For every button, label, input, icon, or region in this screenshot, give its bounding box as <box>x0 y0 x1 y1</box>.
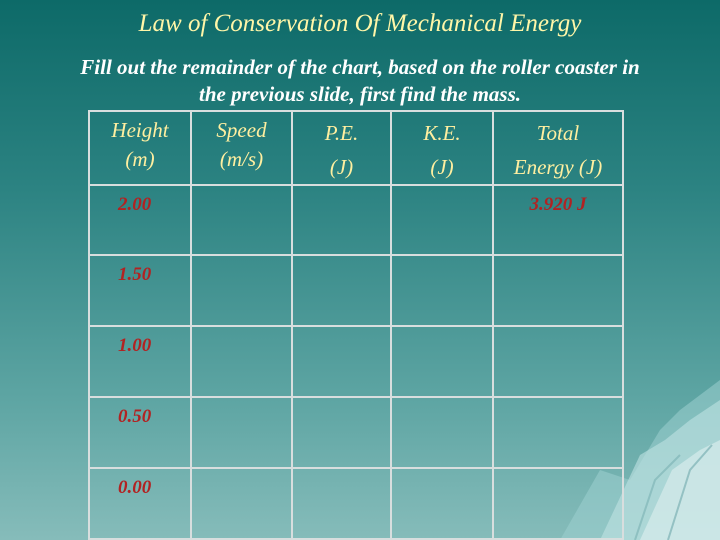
cell-total-energy[interactable] <box>492 325 624 398</box>
header-potential-energy: P.E. (J) <box>291 110 392 186</box>
cell-height[interactable]: 0.50 <box>88 396 192 469</box>
cell-height[interactable]: 1.00 <box>88 325 192 398</box>
table-row: 1.00 <box>88 325 624 398</box>
cell-kinetic-energy[interactable] <box>390 254 494 327</box>
table-row: 2.00 3.920 J <box>88 184 624 256</box>
table-row: 0.00 <box>88 467 624 540</box>
cell-speed[interactable] <box>190 254 293 327</box>
cell-height[interactable]: 0.00 <box>88 467 192 540</box>
energy-chart-table: Height (m) Speed (m/s) P.E. (J) K.E. (J)… <box>88 110 624 540</box>
cell-kinetic-energy[interactable] <box>390 396 494 469</box>
header-kinetic-energy: K.E. (J) <box>390 110 494 186</box>
cell-height[interactable]: 2.00 <box>88 184 192 256</box>
header-height: Height (m) <box>88 110 192 186</box>
cell-speed[interactable] <box>190 325 293 398</box>
cell-total-energy[interactable]: 3.920 J <box>492 184 624 256</box>
cell-potential-energy[interactable] <box>291 396 392 469</box>
cell-height[interactable]: 1.50 <box>88 254 192 327</box>
instructions-line-1: Fill out the remainder of the chart, bas… <box>80 55 640 79</box>
cell-speed[interactable] <box>190 184 293 256</box>
cell-kinetic-energy[interactable] <box>390 325 494 398</box>
cell-potential-energy[interactable] <box>291 184 392 256</box>
cell-potential-energy[interactable] <box>291 325 392 398</box>
cell-speed[interactable] <box>190 467 293 540</box>
cell-kinetic-energy[interactable] <box>390 184 494 256</box>
cell-potential-energy[interactable] <box>291 467 392 540</box>
cell-kinetic-energy[interactable] <box>390 467 494 540</box>
header-total-energy: Total Energy (J) <box>492 110 624 186</box>
instructions-line-2: the previous slide, first find the mass. <box>198 82 522 106</box>
cell-total-energy[interactable] <box>492 254 624 327</box>
cell-total-energy[interactable] <box>492 396 624 469</box>
table-row: 1.50 <box>88 254 624 327</box>
table-header-row: Height (m) Speed (m/s) P.E. (J) K.E. (J)… <box>88 110 624 186</box>
cell-speed[interactable] <box>190 396 293 469</box>
cell-total-energy[interactable] <box>492 467 624 540</box>
page-title: Law of Conservation Of Mechanical Energy <box>138 10 582 37</box>
cell-potential-energy[interactable] <box>291 254 392 327</box>
instructions: Fill out the remainder of the chart, bas… <box>20 54 700 108</box>
table-row: 0.50 <box>88 396 624 469</box>
header-speed: Speed (m/s) <box>190 110 293 186</box>
